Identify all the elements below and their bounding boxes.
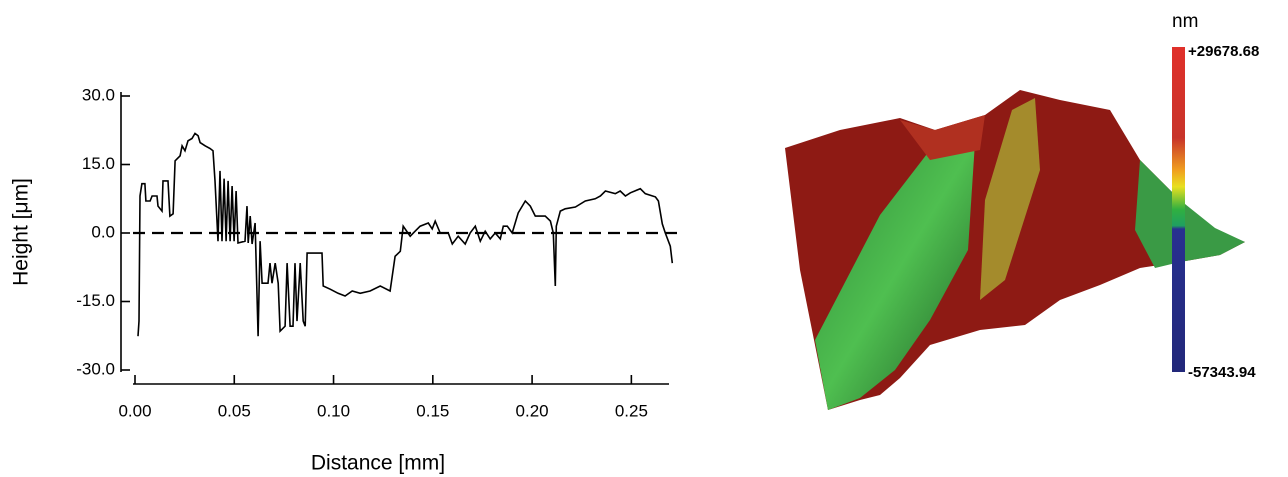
surface-ridge [900, 115, 985, 160]
surface-3d: nm +29678.68 -57343.94 [785, 11, 1259, 410]
x-tick-label: 0.00 [118, 401, 151, 420]
colorbar-min: -57343.94 [1188, 364, 1256, 381]
y-tick-label: 15.0 [82, 154, 115, 173]
surface-stripe [1135, 160, 1245, 268]
surface-stripe [815, 142, 975, 410]
y-tick-label: 30.0 [82, 85, 115, 104]
colorbar [1172, 47, 1185, 372]
y-tick-label: -30.0 [76, 359, 115, 378]
x-axis-label: Distance [mm] [311, 452, 445, 475]
x-tick-label: 0.10 [317, 401, 350, 420]
x-tick-label: 0.25 [615, 401, 648, 420]
profile-line [137, 132, 674, 337]
colorbar-unit: nm [1172, 11, 1198, 32]
x-tick-label: 0.20 [516, 401, 549, 420]
x-tick-label: 0.15 [416, 401, 449, 420]
colorbar-max: +29678.68 [1188, 43, 1259, 60]
y-tick-label: -15.0 [76, 291, 115, 310]
y-axis-label: Height [μm] [10, 178, 33, 286]
surface-stripe [980, 98, 1040, 300]
y-tick-label: 0.0 [91, 222, 115, 241]
x-tick-label: 0.05 [218, 401, 251, 420]
